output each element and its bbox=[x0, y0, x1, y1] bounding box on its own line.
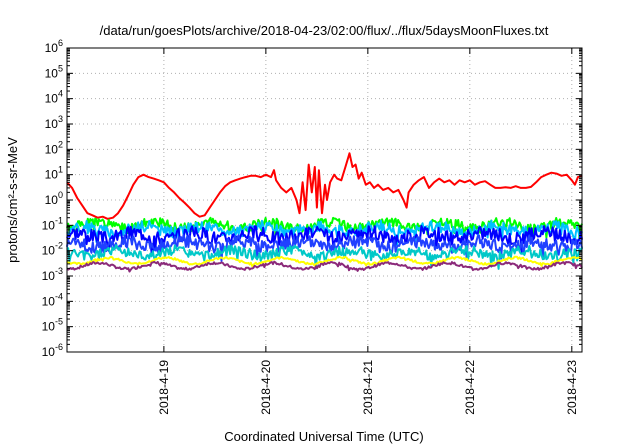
x-tick-label: 2018-4-20 bbox=[259, 360, 273, 415]
y-tick-label: 100 bbox=[45, 190, 63, 207]
y-tick-label: 10-6 bbox=[42, 342, 63, 359]
x-tick-label: 2018-4-23 bbox=[565, 360, 579, 415]
series-line-6 bbox=[66, 244, 583, 270]
y-tick-label: 106 bbox=[45, 38, 63, 55]
y-tick-label: 10-2 bbox=[42, 241, 63, 258]
x-axis: 2018-4-19 2018-4-20 2018-4-21 2018-4-22 2018… bbox=[157, 48, 579, 415]
y-tick-label: 101 bbox=[45, 165, 63, 182]
y-tick-label: 10-5 bbox=[42, 317, 63, 334]
y-axis-label: protons/cm²-s-sr-MeV bbox=[5, 137, 20, 263]
series-line-8 bbox=[66, 260, 583, 273]
plot-frame bbox=[66, 47, 583, 353]
series-line-5 bbox=[66, 234, 583, 262]
x-axis-label: Coordinated Universal Time (UTC) bbox=[224, 429, 423, 444]
y-tick-label: 105 bbox=[45, 63, 63, 80]
y-tick-label: 10-3 bbox=[42, 266, 63, 283]
series-lines bbox=[66, 152, 583, 273]
y-axis: 10-6 10-5 10-4 10-3 10-2 10-1 100 101 102 103 104 1… bbox=[42, 38, 582, 359]
series-line-1 bbox=[66, 152, 583, 220]
x-tick-label: 2018-4-19 bbox=[157, 360, 171, 415]
x-tick-label: 2018-4-21 bbox=[361, 360, 375, 415]
y-tick-label: 10-1 bbox=[42, 215, 63, 232]
chart-title: /data/run/goesPlots/archive/2018-04-23/0… bbox=[100, 23, 549, 38]
y-tick-label: 103 bbox=[45, 114, 63, 131]
y-tick-label: 104 bbox=[45, 89, 63, 106]
y-tick-label: 10-4 bbox=[42, 291, 63, 308]
x-tick-label: 2018-4-22 bbox=[463, 360, 477, 415]
y-tick-label: 102 bbox=[45, 139, 63, 156]
grid bbox=[67, 47, 582, 353]
